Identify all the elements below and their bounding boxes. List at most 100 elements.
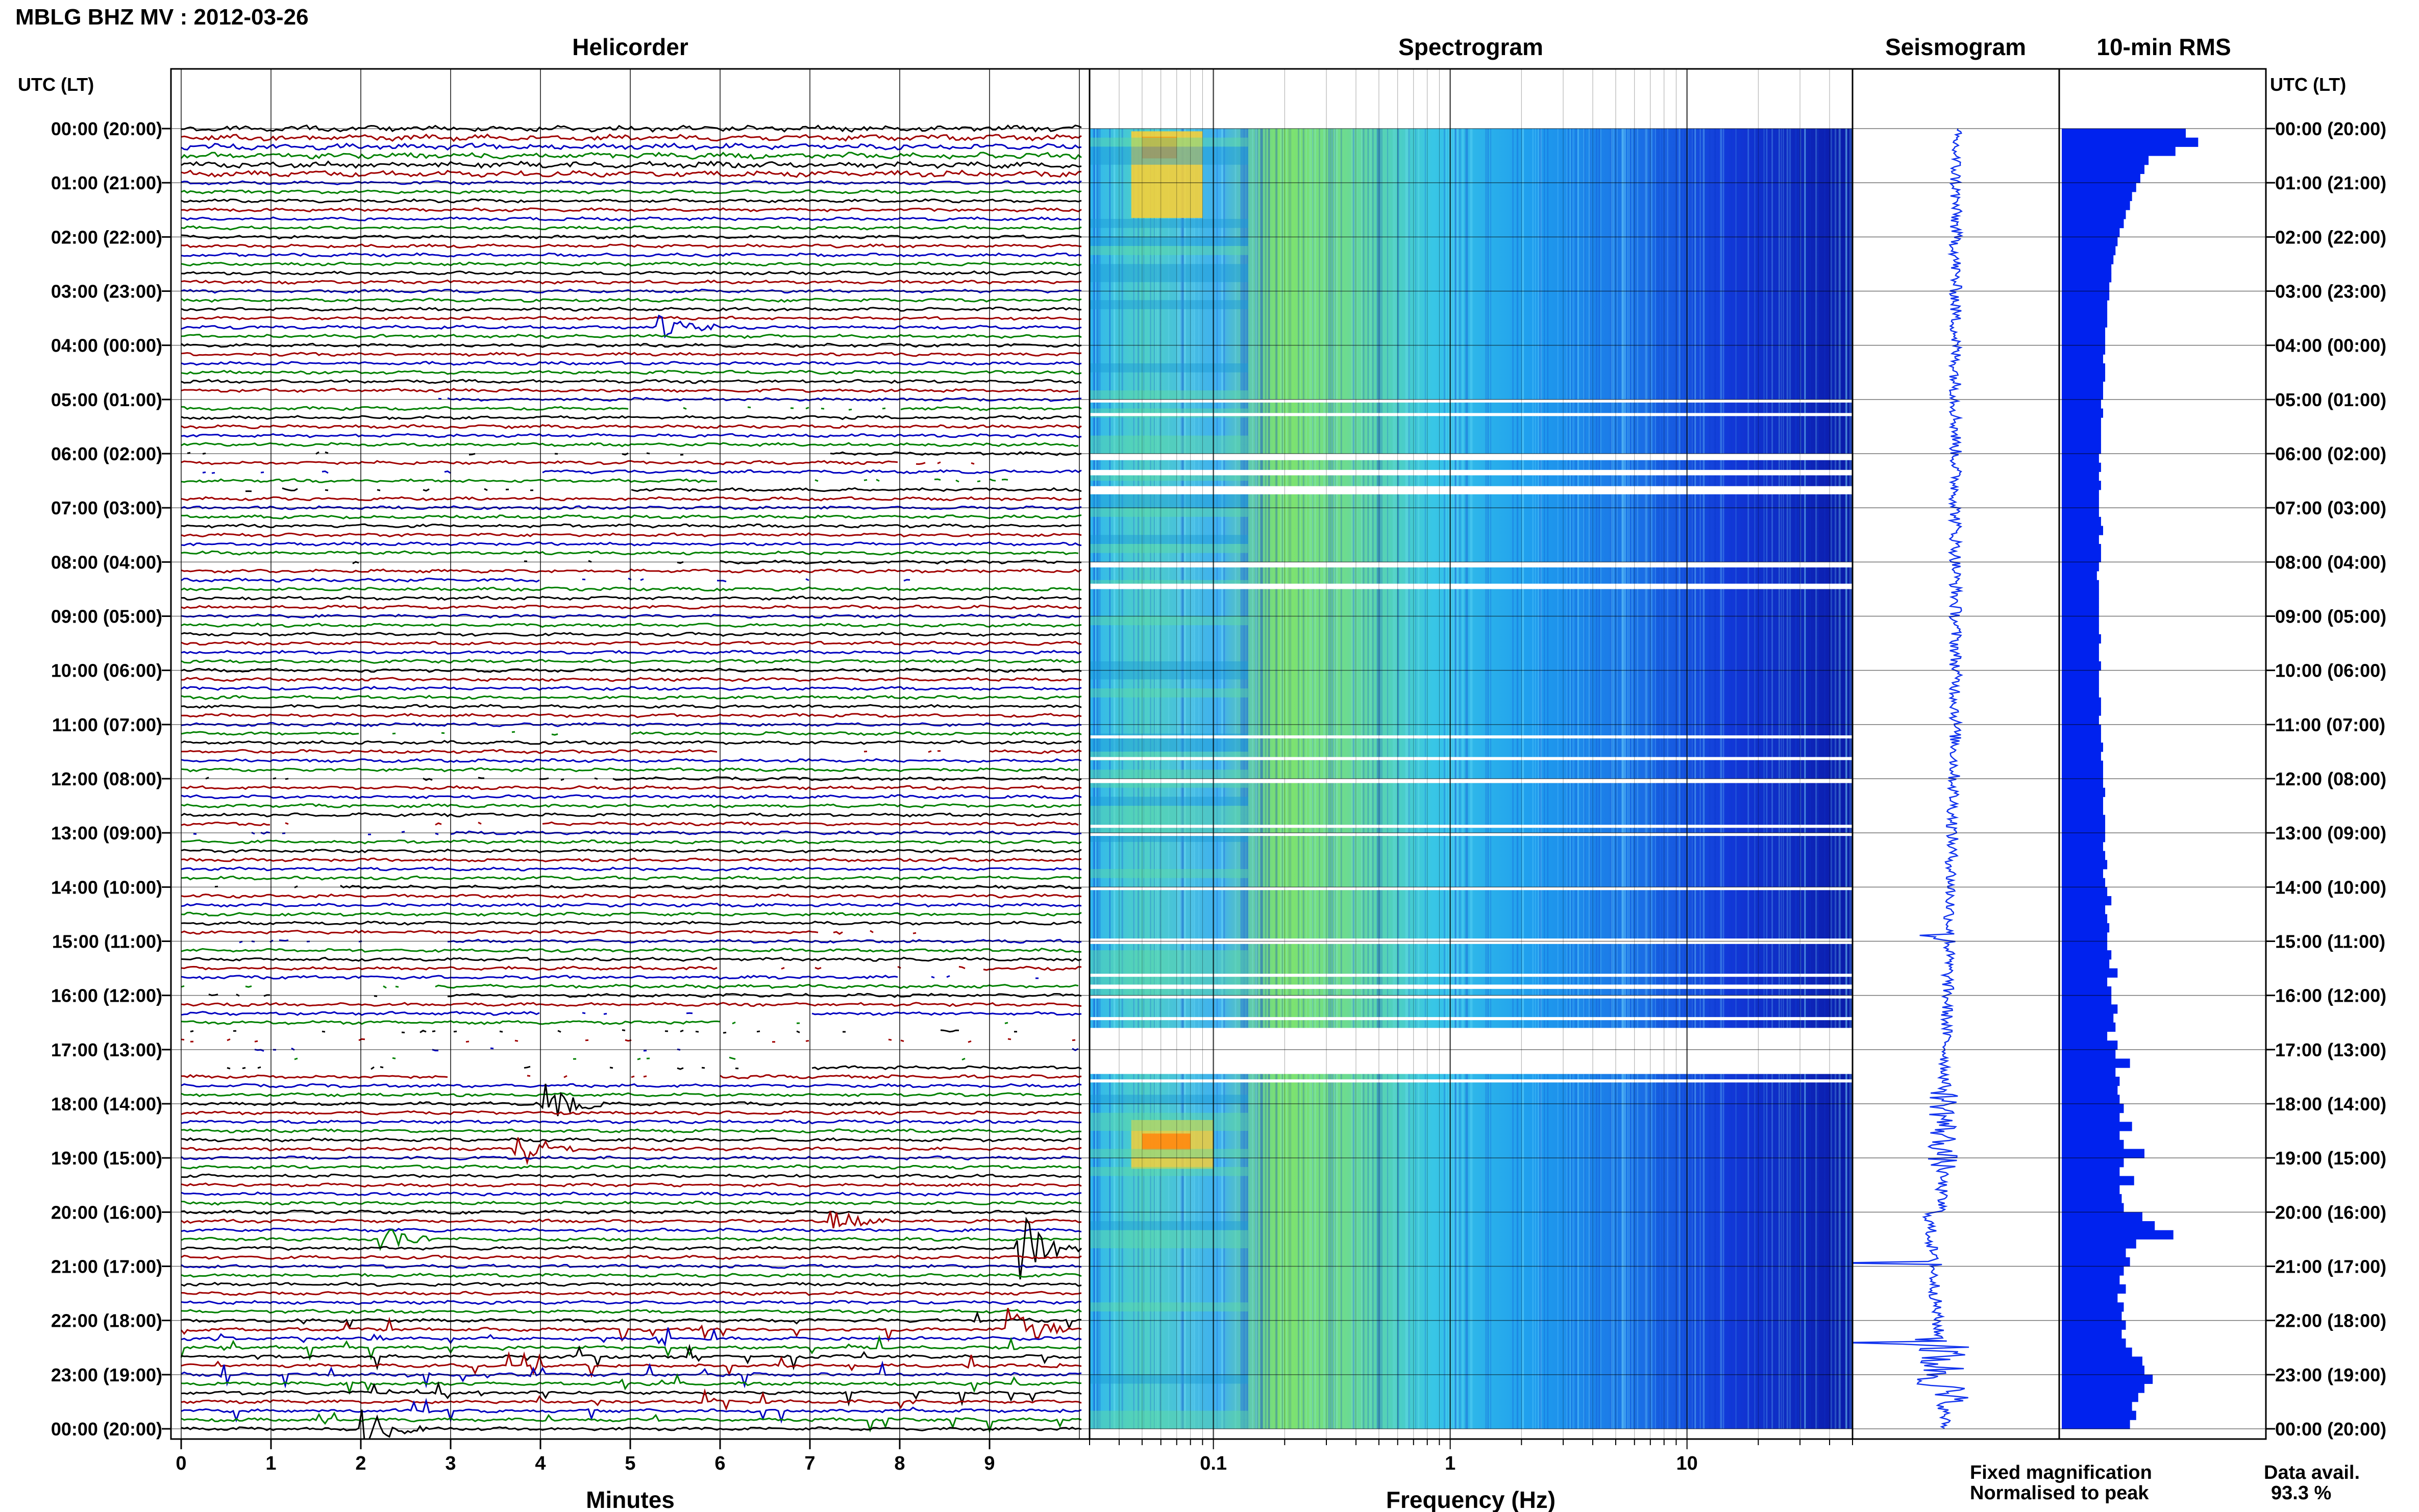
spectrogram-gap	[1090, 583, 1853, 589]
spectrogram-gap	[1090, 454, 1853, 460]
helicorder-trace-line	[181, 541, 1082, 547]
time-label-left: 01:00 (21:00)	[51, 172, 162, 193]
spectrogram-row-band	[1090, 246, 1248, 255]
spectrogram-row-band	[1090, 535, 1248, 544]
minute-tick-label: 0	[176, 1453, 186, 1474]
helicorder-trace-line	[181, 839, 1082, 845]
helicorder-trace-line	[181, 866, 1082, 872]
time-label-left: 19:00 (15:00)	[51, 1148, 162, 1169]
rms-bar	[2062, 1356, 2142, 1366]
time-label-left: 18:00 (14:00)	[51, 1094, 162, 1114]
time-label-right: 06:00 (02:00)	[2275, 443, 2386, 464]
rms-bar	[2062, 481, 2101, 490]
rms-bar	[2062, 1185, 2120, 1195]
helicorder-trace-line	[181, 1083, 1082, 1117]
spectrogram-gap	[1090, 974, 1853, 977]
rms-bar	[2062, 173, 2140, 183]
spectrogram-row-band	[1090, 237, 1248, 246]
spectrogram-row-band	[1090, 543, 1248, 553]
helicorder-trace-line	[181, 1182, 1082, 1188]
spectrogram-row-band	[1090, 742, 1248, 752]
time-label-left: 14:00 (10:00)	[51, 877, 162, 898]
spectrogram-gap	[1090, 825, 1853, 828]
helicorder-trace-line	[181, 415, 1082, 420]
time-label-left: 15:00 (11:00)	[52, 931, 162, 952]
spectrogram-row-band	[1090, 797, 1248, 806]
helicorder-trace-line	[181, 1217, 1082, 1280]
frequency-axis-title: Frequency (Hz)	[1386, 1486, 1556, 1512]
time-label-right: 15:00 (11:00)	[2275, 931, 2385, 952]
helicorder-trace-line	[181, 252, 1082, 258]
helicorder-trace-line	[180, 1308, 1082, 1343]
rms-bar	[2062, 607, 2099, 616]
rms-bar	[2062, 1374, 2153, 1384]
rms-bar	[2062, 1122, 2132, 1131]
time-label-right: 04:00 (00:00)	[2275, 335, 2386, 356]
spectrogram-gap	[1090, 1028, 1853, 1074]
rms-bar	[2062, 1293, 2118, 1303]
time-label-left: 21:00 (17:00)	[51, 1256, 162, 1277]
spectrogram-gap	[1090, 562, 1853, 567]
rms-bar	[2062, 1329, 2122, 1339]
rms-bar	[2062, 210, 2126, 219]
rms-bar	[2062, 905, 2106, 914]
rms-bar	[2062, 1266, 2124, 1276]
rms-bar	[2062, 1176, 2134, 1185]
helicorder-trace-line	[181, 1128, 1082, 1134]
rms-bar	[2062, 543, 2101, 554]
spectrogram-title: Spectrogram	[1398, 34, 1543, 60]
rms-bar	[2062, 1095, 2120, 1104]
helicorder-trace-line	[181, 1388, 1082, 1411]
spectrogram-gap	[1090, 399, 1853, 403]
helicorder-trace-line	[181, 848, 1082, 854]
rms-bar	[2062, 797, 2103, 806]
helicorder-trace-line	[181, 298, 1082, 303]
spectrogram-gap	[1090, 486, 1853, 494]
time-label-left: 17:00 (13:00)	[51, 1039, 162, 1060]
rms-bar	[2062, 959, 2110, 969]
helicorder-trace-line	[181, 1373, 1081, 1395]
spectrogram-row-band	[1090, 1095, 1248, 1104]
time-label-right: 01:00 (21:00)	[2275, 172, 2386, 193]
rms-bar	[2062, 345, 2106, 355]
helicorder-trace-line	[181, 1351, 1082, 1378]
rms-bar	[2062, 454, 2099, 463]
rms-bar	[2062, 652, 2099, 662]
helicorder-trace-line	[181, 406, 1082, 411]
helicorder-trace-line	[181, 1173, 1082, 1179]
rms-bar	[2062, 291, 2110, 301]
helicorder-trace-line	[181, 948, 1082, 953]
rms-bar	[2062, 191, 2132, 202]
helicorder-trace-line	[181, 532, 1082, 538]
rms-bar	[2062, 1410, 2136, 1420]
spectrogram-row-band	[1090, 661, 1248, 671]
legend-normalised-to-peak: Normalised to peak	[1970, 1482, 2149, 1504]
helicorder-trace-line	[181, 568, 1082, 574]
helicorder-trace-line	[181, 1210, 1082, 1229]
rms-bar	[2062, 1401, 2132, 1411]
time-label-right: 11:00 (07:00)	[2275, 714, 2385, 735]
helicorder-trace-line	[180, 152, 1082, 160]
rms-bar	[2062, 824, 2106, 833]
helicorder-trace-line	[227, 1065, 1082, 1071]
rms-bar	[2062, 878, 2106, 887]
rms-bar	[2062, 1040, 2118, 1050]
rms-title: 10-min RMS	[2096, 34, 2231, 60]
rms-bar	[2062, 1194, 2122, 1204]
rms-bar	[2062, 336, 2106, 346]
rms-bar	[2062, 129, 2186, 138]
rms-bar	[2062, 462, 2101, 472]
spectrogram-gap	[1090, 1017, 1853, 1021]
rms-bar	[2062, 1158, 2124, 1168]
rms-bar	[2062, 363, 2106, 373]
rms-bar	[2062, 779, 2103, 788]
rms-bar	[2062, 535, 2099, 544]
spectrogram-row-band	[1090, 1122, 1248, 1131]
helicorder-trace-line	[181, 596, 1082, 601]
rms-bar	[2062, 1013, 2114, 1023]
time-label-right: 18:00 (14:00)	[2275, 1094, 2386, 1114]
spectrogram-row-band	[1090, 770, 1248, 779]
helicorder-trace-line	[181, 1291, 1082, 1296]
rms-bar	[2062, 444, 2101, 454]
